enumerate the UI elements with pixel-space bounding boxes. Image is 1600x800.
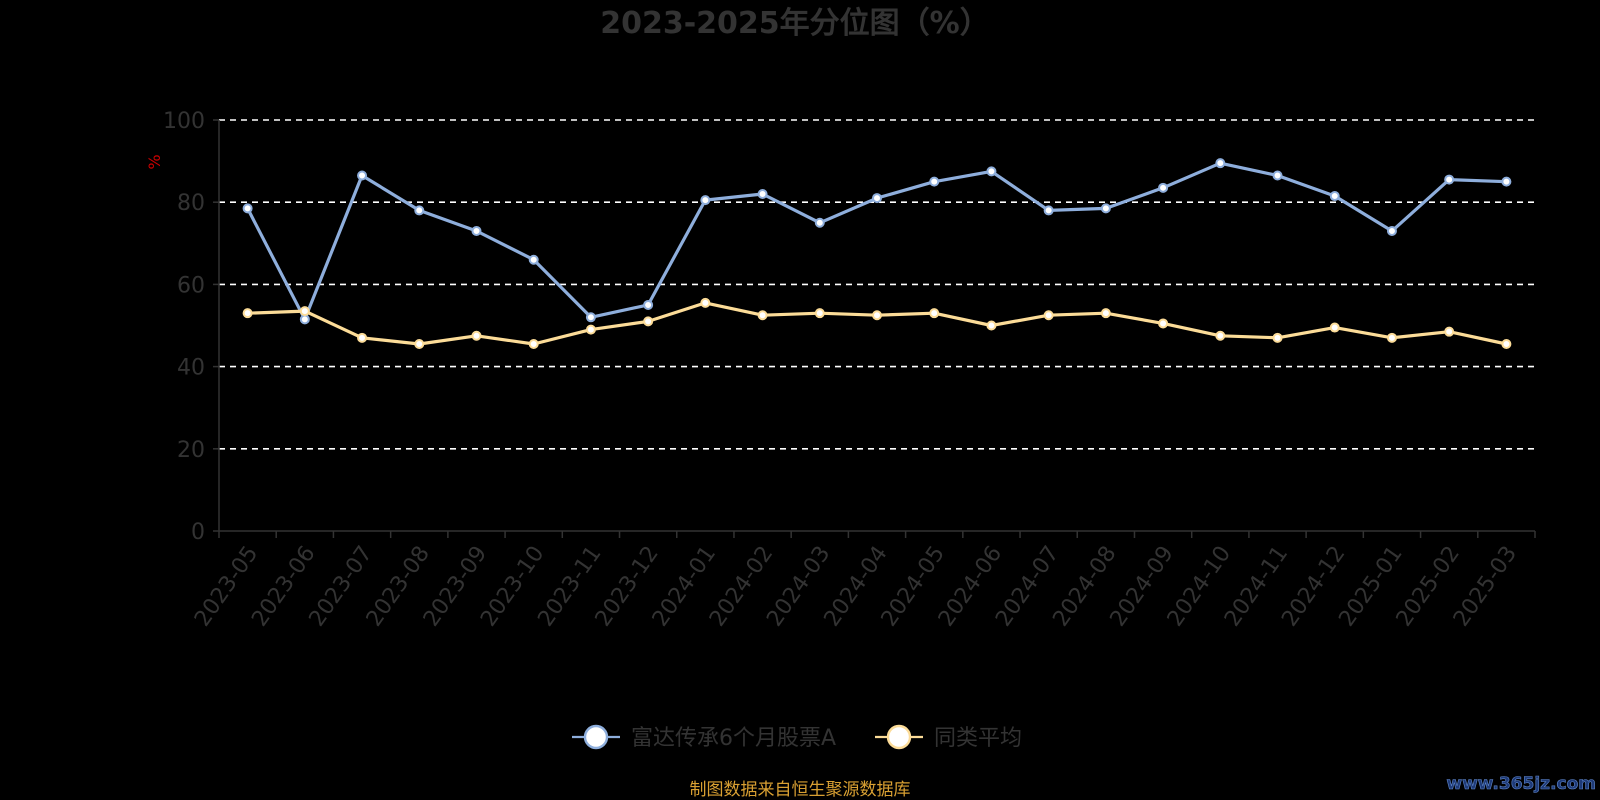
data-point: [643, 299, 654, 310]
source-note: 制图数据来自恒生聚源数据库: [690, 780, 911, 800]
axes: [218, 120, 1535, 532]
data-point: [700, 195, 711, 206]
data-point: [1386, 332, 1397, 343]
data-point: [1272, 170, 1283, 181]
legend-label: 富达传承6个月股票A: [631, 726, 836, 751]
data-point: [929, 176, 940, 187]
data-point: [471, 225, 482, 236]
y-axis-unit: %: [145, 154, 164, 169]
x-axis-ticks: 2023-052023-062023-072023-082023-092023-…: [190, 531, 1536, 631]
data-point: [1215, 330, 1226, 341]
data-point: [242, 203, 253, 214]
data-point: [986, 320, 997, 331]
data-point: [1386, 225, 1397, 236]
data-point: [414, 338, 425, 349]
grid-lines: [219, 119, 1535, 450]
data-point: [643, 316, 654, 327]
data-point: [528, 254, 539, 265]
data-point: [1329, 191, 1340, 202]
data-point: [585, 312, 596, 323]
data-point: [929, 308, 940, 319]
series-line: [247, 301, 1507, 346]
data-point: [872, 310, 882, 321]
legend-item-2[interactable]: 同类平均: [875, 724, 1022, 751]
data-point: [986, 166, 997, 177]
y-tick-label: 20: [177, 438, 205, 463]
y-tick-label: 60: [177, 273, 205, 298]
data-point: [814, 308, 825, 319]
data-point: [299, 314, 310, 325]
series-1: [242, 158, 1512, 325]
data-point: [814, 217, 825, 228]
watermark: www.365jz.com: [1446, 774, 1596, 794]
data-point: [528, 338, 539, 349]
legend-item-1[interactable]: 富达传承6个月股票A: [572, 724, 836, 751]
data-point: [757, 310, 768, 321]
data-point: [1501, 338, 1512, 349]
data-point: [357, 332, 368, 343]
data-point: [357, 170, 368, 181]
y-tick-label: 100: [163, 109, 205, 134]
data-point: [1444, 174, 1455, 185]
data-point: [1043, 205, 1054, 216]
data-point: [1043, 310, 1054, 321]
y-tick-label: 80: [177, 191, 205, 216]
data-point: [872, 193, 882, 204]
legend[interactable]: 富达传承6个月股票A 同类平均: [572, 724, 1022, 751]
data-point: [1329, 322, 1340, 333]
data-point: [585, 324, 596, 335]
data-point: [1158, 318, 1169, 329]
data-point: [471, 330, 482, 341]
chart-title: 2023-2025年分位图（%）: [600, 6, 990, 41]
data-point: [1158, 182, 1169, 193]
legend-marker: [886, 724, 912, 750]
series-group: [242, 158, 1512, 349]
series-line: [246, 161, 1507, 321]
data-point: [757, 188, 768, 199]
data-point: [299, 306, 310, 317]
data-point: [1501, 176, 1512, 187]
data-point: [1100, 308, 1111, 319]
data-point: [242, 308, 253, 319]
data-point: [1272, 332, 1283, 343]
data-point: [1215, 158, 1226, 169]
data-point: [700, 297, 711, 308]
series-2: [242, 297, 1512, 349]
y-tick-label: 40: [177, 356, 205, 381]
legend-label: 同类平均: [934, 726, 1022, 751]
y-axis-ticks: 0 20 40 60 80 100: [163, 109, 219, 545]
data-point: [1444, 326, 1455, 337]
data-point: [414, 205, 425, 216]
legend-marker: [583, 724, 609, 750]
y-tick-label: 0: [191, 520, 205, 545]
data-point: [1100, 203, 1111, 214]
